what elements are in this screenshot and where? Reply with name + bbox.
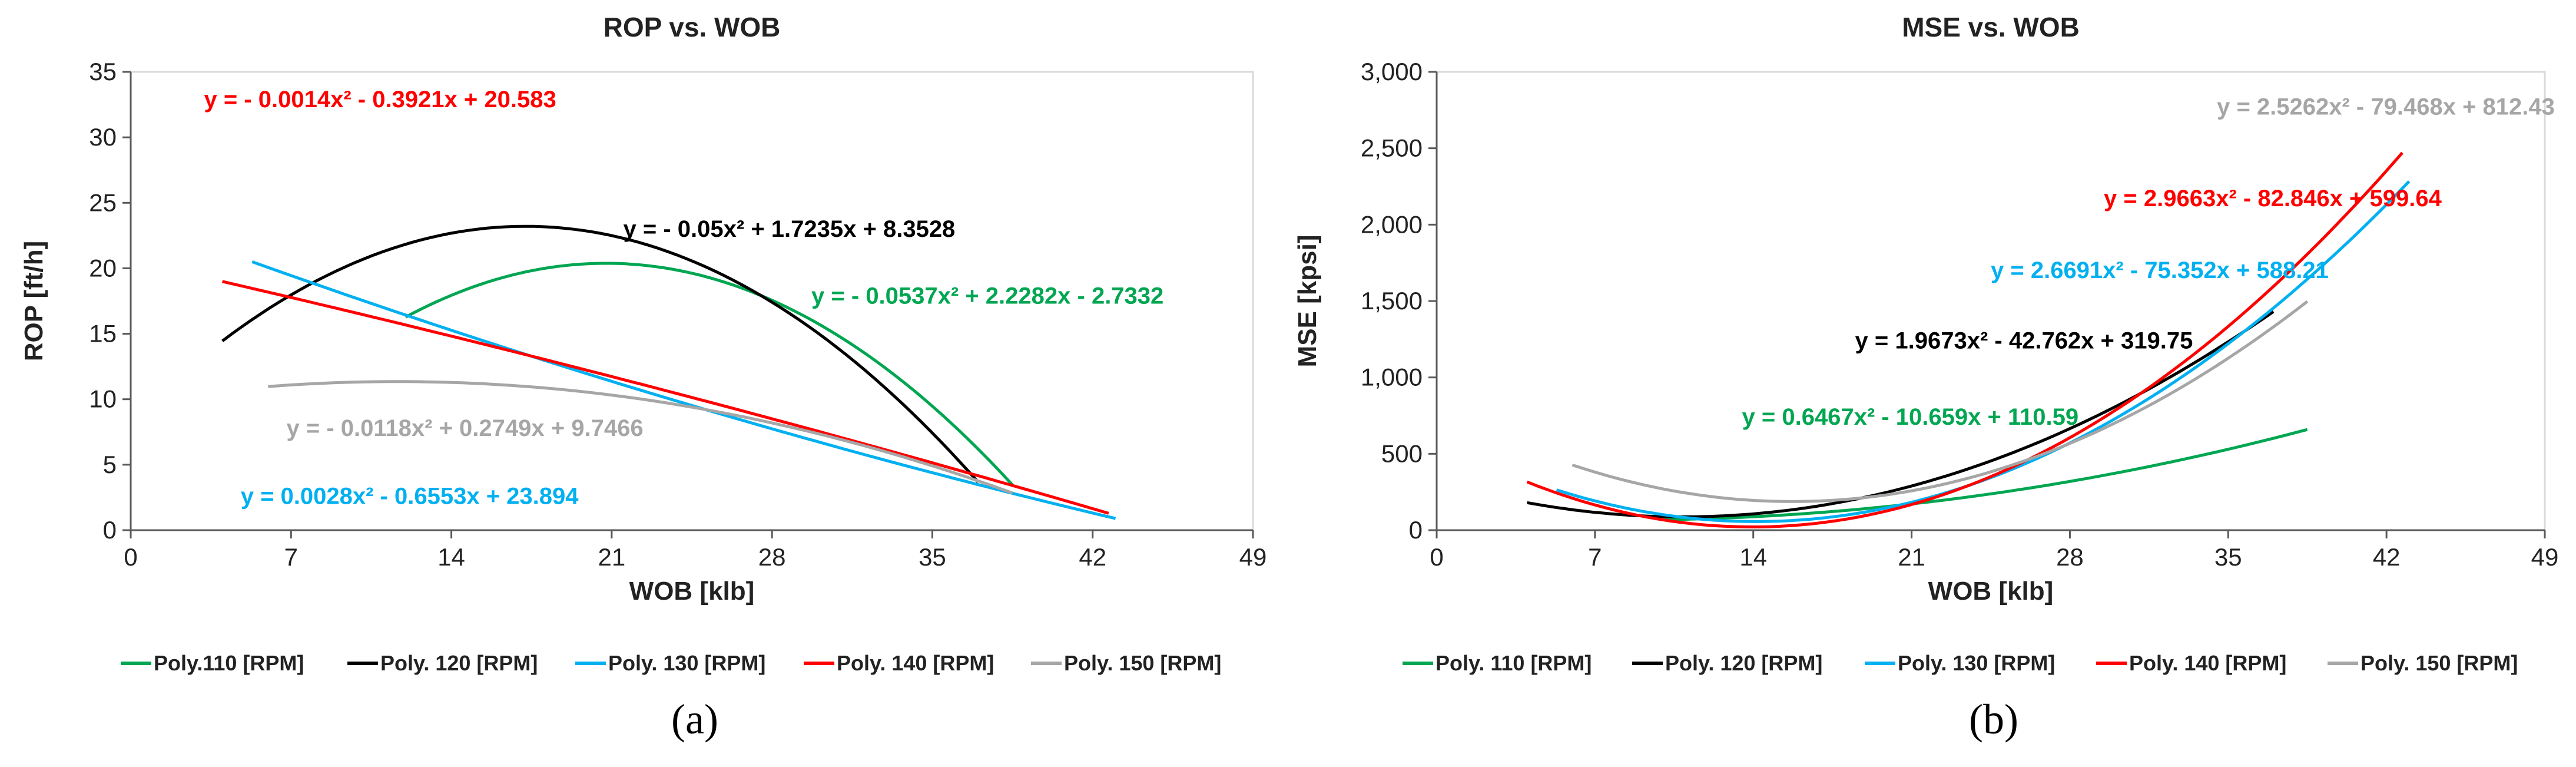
series-line-140-rpm <box>222 280 1109 515</box>
y-axis-label: MSE [kpsi] <box>1293 235 1322 368</box>
x-tick-label: 42 <box>1079 543 1106 571</box>
y-tick-label: 15 <box>89 320 117 348</box>
legend-entry-140-rpm: Poly. 140 [RPM] <box>837 651 994 675</box>
x-tick-label: 35 <box>2214 543 2242 571</box>
chart-title: ROP vs. WOB <box>604 12 781 42</box>
rop-vs-wob-chart: ROP vs. WOB 0 5 10 15 20 25 30 35 0 7 14 21 28 35 42 49 W… <box>19 12 1267 743</box>
legend-entry-130-rpm: Poly. 130 [RPM] <box>1898 651 2055 675</box>
y-tick-label: 1,000 <box>1361 363 1423 391</box>
x-tick-label: 14 <box>437 543 465 571</box>
legend-entry-110-rpm: Poly.110 [RPM] <box>154 651 304 675</box>
x-tick-label: 14 <box>1739 543 1767 571</box>
x-tick-label: 21 <box>598 543 625 571</box>
legend-entry-150-rpm: Poly. 150 [RPM] <box>2360 651 2518 675</box>
x-tick-label: 42 <box>2373 543 2401 571</box>
x-axis-label: WOB [klb] <box>629 577 755 606</box>
y-tick-label: 5 <box>103 451 117 478</box>
series-line-110-rpm <box>1663 428 2308 521</box>
trendline-equation-120-rpm: y = - 0.05x² + 1.7235x + 8.3528 <box>624 216 956 242</box>
series-line-130-rpm <box>251 260 1116 520</box>
series-line-150-rpm <box>268 380 1013 495</box>
y-tick-label: 25 <box>89 189 117 216</box>
y-tick-label: 3,000 <box>1361 58 1423 85</box>
y-tick-label: 2,000 <box>1361 210 1423 238</box>
trendline-equation-120-rpm: y = 1.9673x² - 42.762x + 319.75 <box>1855 328 2193 353</box>
legend-entry-150-rpm: Poly. 150 [RPM] <box>1064 651 1221 675</box>
legend-entry-110-rpm: Poly. 110 [RPM] <box>1435 651 1592 675</box>
trendline-equation-150-rpm: y = - 0.0118x² + 0.2749x + 9.7466 <box>287 415 644 441</box>
y-tick-label: 500 <box>1381 439 1423 467</box>
panel-label: (b) <box>1969 696 2018 743</box>
trendline-equation-140-rpm: y = - 0.0014x² - 0.3921x + 20.583 <box>204 87 556 113</box>
trendline-equation-130-rpm: y = 0.0028x² - 0.6553x + 23.894 <box>241 484 579 510</box>
y-tick-label: 20 <box>89 254 117 282</box>
x-axis-label: WOB [klb] <box>1928 577 2054 606</box>
trendline-equation-140-rpm: y = 2.9663x² - 82.846x + 599.64 <box>2104 186 2442 211</box>
x-tick-label: 49 <box>1239 543 1267 571</box>
x-tick-label: 7 <box>284 543 298 571</box>
trendline-equation-110-rpm: y = 0.6467x² - 10.659x + 110.59 <box>1742 404 2079 430</box>
y-axis-label: ROP [ft/h] <box>19 241 48 362</box>
x-tick-label: 0 <box>1430 543 1443 571</box>
x-tick-label: 28 <box>2056 543 2084 571</box>
trendline-equation-130-rpm: y = 2.6691x² - 75.352x + 588.21 <box>1991 257 2329 283</box>
series-line-110-rpm <box>405 262 1014 486</box>
y-tick-label: 10 <box>89 385 117 413</box>
series-line-120-rpm <box>221 224 980 484</box>
x-tick-label: 21 <box>1898 543 1925 571</box>
x-tick-label: 49 <box>2531 543 2559 571</box>
series-line-150-rpm <box>1572 300 2309 503</box>
trendline-equation-150-rpm: y = 2.5262x² - 79.468x + 812.43 <box>2217 94 2555 120</box>
y-tick-label: 30 <box>89 123 117 151</box>
y-tick-label: 0 <box>103 516 117 544</box>
mse-vs-wob-chart: MSE vs. WOB 0 500 1,000 1,500 2,000 2,500 3,000… <box>1293 12 2558 743</box>
x-tick-label: 0 <box>124 543 137 571</box>
x-tick-label: 7 <box>1588 543 1602 571</box>
panel-label: (a) <box>671 696 718 743</box>
series-line-140-rpm <box>1526 151 2403 529</box>
trendline-equation-110-rpm: y = - 0.0537x² + 2.2282x - 2.7332 <box>811 283 1163 309</box>
legend-entry-120-rpm: Poly. 120 [RPM] <box>380 651 538 675</box>
y-tick-label: 1,500 <box>1361 287 1423 315</box>
chart-title: MSE vs. WOB <box>1902 12 2080 42</box>
x-tick-label: 28 <box>758 543 786 571</box>
y-tick-label: 0 <box>1409 516 1423 544</box>
x-tick-label: 35 <box>919 543 946 571</box>
legend-entry-120-rpm: Poly. 120 [RPM] <box>1665 651 1822 675</box>
y-tick-label: 2,500 <box>1361 134 1423 162</box>
legend-entry-140-rpm: Poly. 140 [RPM] <box>2129 651 2286 675</box>
y-tick-label: 35 <box>89 58 117 85</box>
legend-entry-130-rpm: Poly. 130 [RPM] <box>608 651 765 675</box>
